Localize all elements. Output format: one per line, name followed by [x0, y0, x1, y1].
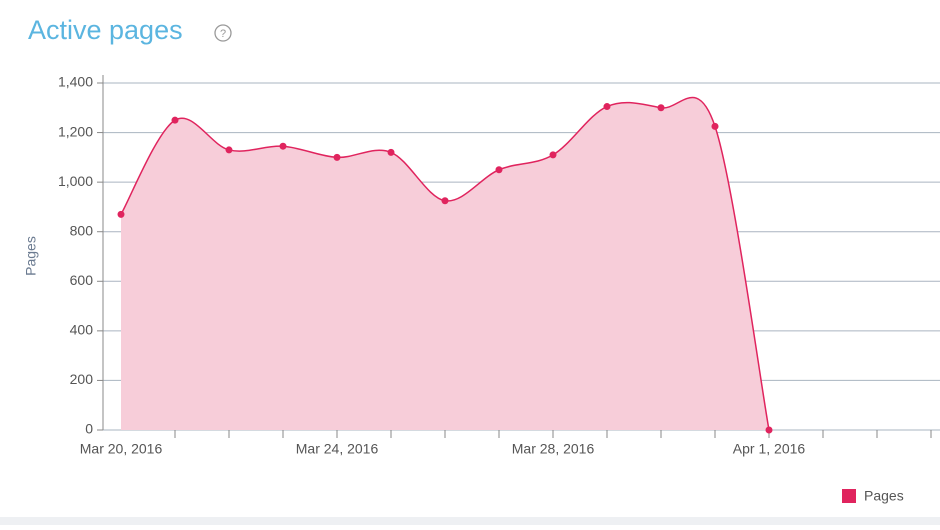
x-tick-label: Mar 20, 2016 — [80, 441, 163, 457]
x-tick-label: Apr 1, 2016 — [733, 441, 806, 457]
point — [117, 210, 125, 218]
y-tick-label: 600 — [70, 272, 94, 288]
chart-title: Active pages — [28, 15, 183, 45]
y-axis-label: Pages — [23, 236, 39, 276]
point — [549, 151, 557, 159]
legend-label: Pages — [864, 488, 904, 504]
area — [121, 97, 769, 430]
point — [441, 197, 449, 205]
y-tick-label: 0 — [85, 421, 93, 437]
bottom-strip — [0, 517, 940, 525]
y-tick-label: 400 — [70, 322, 94, 338]
point — [495, 166, 503, 174]
point — [333, 153, 341, 161]
x-tick-label: Mar 24, 2016 — [296, 441, 379, 457]
point — [603, 103, 611, 111]
point — [387, 148, 395, 156]
y-tick-label: 1,400 — [58, 74, 93, 90]
help-icon[interactable]: ? — [214, 24, 232, 42]
point — [225, 146, 233, 154]
point — [711, 122, 719, 130]
y-tick-label: 800 — [70, 222, 94, 238]
point — [171, 116, 179, 124]
svg-text:?: ? — [220, 28, 226, 40]
point — [657, 104, 665, 112]
point — [279, 142, 287, 150]
legend-swatch — [842, 489, 856, 503]
point — [765, 426, 773, 434]
y-tick-label: 1,000 — [58, 173, 93, 189]
x-tick-label: Mar 28, 2016 — [512, 441, 595, 457]
y-tick-label: 200 — [70, 371, 94, 387]
y-tick-label: 1,200 — [58, 123, 93, 139]
